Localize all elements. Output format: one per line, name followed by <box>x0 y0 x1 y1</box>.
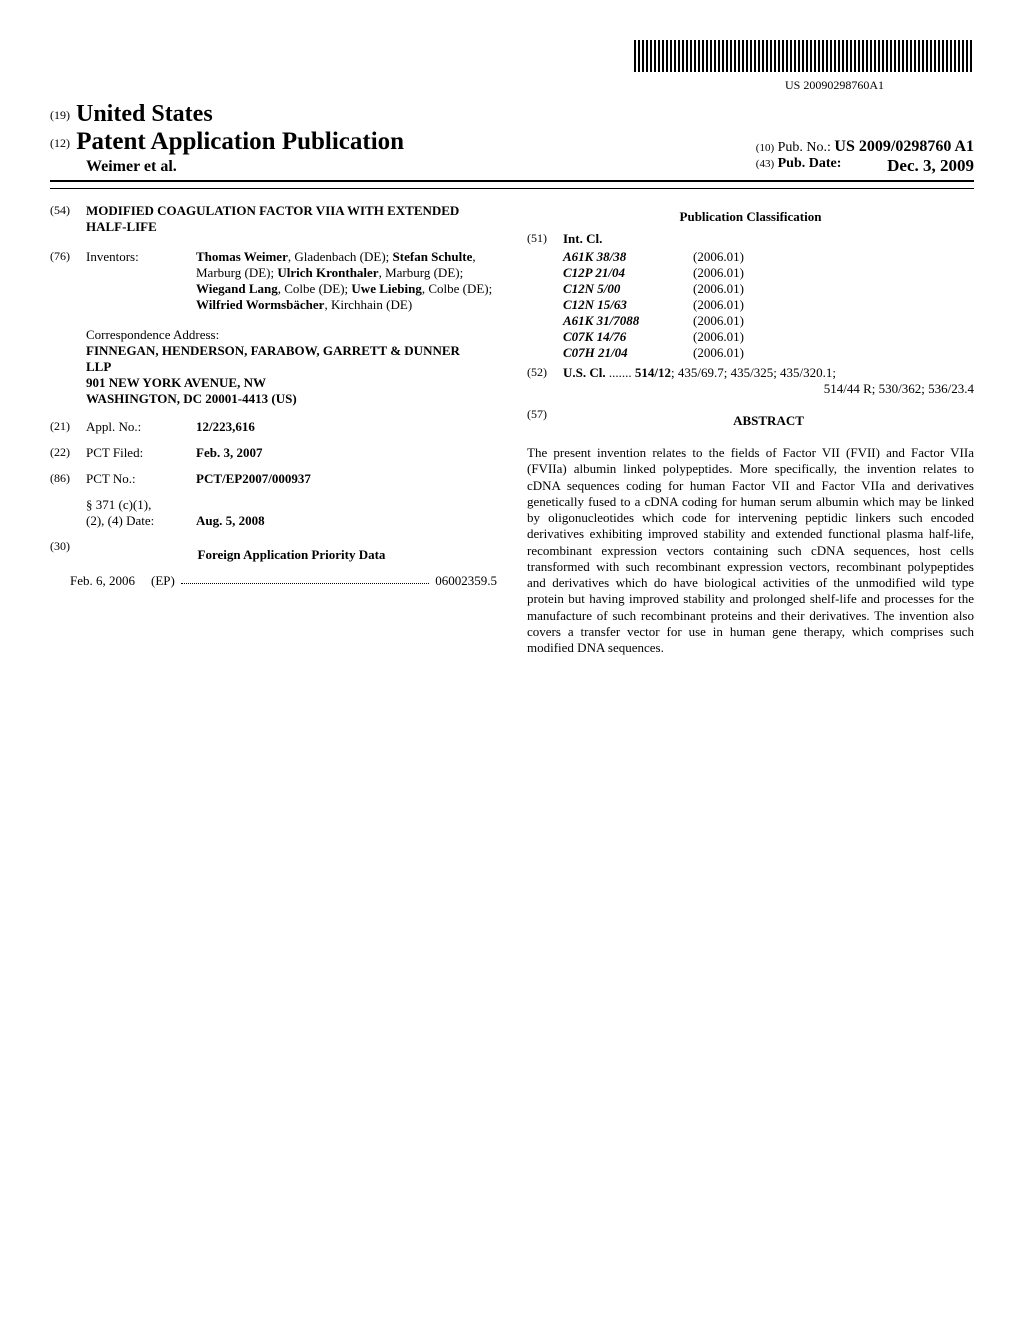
code-86: (86) <box>50 471 86 487</box>
invention-title: MODIFIED COAGULATION FACTOR VIIA WITH EX… <box>86 203 497 235</box>
intcl-class: A61K 38/38 <box>527 249 693 265</box>
intcl-year: (2006.01) <box>693 265 974 281</box>
divider <box>50 188 974 189</box>
code-19: (19) <box>50 108 70 122</box>
uscl-field: (52) U.S. Cl. ....... 514/12; 435/69.7; … <box>527 365 974 381</box>
code-57: (57) <box>527 407 563 435</box>
intcl-class: C12N 5/00 <box>527 281 693 297</box>
foreign-field: (30) Foreign Application Priority Data <box>50 539 497 563</box>
pctno-label: PCT No.: <box>86 471 196 487</box>
code-12: (12) <box>50 136 70 150</box>
intcl-row: C07K 14/76(2006.01) <box>527 329 974 345</box>
intcl-year: (2006.01) <box>693 345 974 361</box>
country-name: United States <box>76 101 213 127</box>
header-right: (10) Pub. No.: US 2009/0298760 A1 (43) P… <box>756 138 974 176</box>
header-row: (19) United States (12) Patent Applicati… <box>50 101 974 182</box>
s371-field: § 371 (c)(1), (2), (4) Date: Aug. 5, 200… <box>50 497 497 529</box>
code-54: (54) <box>50 203 86 235</box>
intcl-list: A61K 38/38(2006.01)C12P 21/04(2006.01)C1… <box>527 249 974 361</box>
pubdate-row: (43) Pub. Date: Dec. 3, 2009 <box>756 156 974 172</box>
priority-cc: (EP) <box>151 573 175 589</box>
applno: 12/223,616 <box>196 419 497 435</box>
pubno-label: Pub. No.: <box>778 140 831 155</box>
code-52: (52) <box>527 365 563 381</box>
pubno: US 2009/0298760 A1 <box>834 138 974 155</box>
s371-date: Aug. 5, 2008 <box>196 513 497 529</box>
intcl-class: C12N 15/63 <box>527 297 693 313</box>
inventors-list: Thomas Weimer, Gladenbach (DE); Stefan S… <box>196 249 497 313</box>
pctfiled-label: PCT Filed: <box>86 445 196 461</box>
inventors-label: Inventors: <box>86 249 196 313</box>
header-left: (19) United States (12) Patent Applicati… <box>50 101 756 176</box>
title-field: (54) MODIFIED COAGULATION FACTOR VIIA WI… <box>50 203 497 235</box>
columns: (54) MODIFIED COAGULATION FACTOR VIIA WI… <box>50 203 974 656</box>
intcl-class: A61K 31/7088 <box>527 313 693 329</box>
intcl-year: (2006.01) <box>693 329 974 345</box>
barcode-graphic <box>634 40 974 72</box>
pap-line: (12) Patent Application Publication <box>50 128 756 156</box>
intcl-field: (51) Int. Cl. <box>527 231 974 247</box>
intcl-class: C07K 14/76 <box>527 329 693 345</box>
code-76: (76) <box>50 249 86 313</box>
intcl-row: C12P 21/04(2006.01) <box>527 265 974 281</box>
code-10: (10) <box>756 142 774 154</box>
s371-label: § 371 (c)(1), (2), (4) Date: <box>86 497 196 529</box>
inventors-field: (76) Inventors: Thomas Weimer, Gladenbac… <box>50 249 497 313</box>
pctno-field: (86) PCT No.: PCT/EP2007/000937 <box>50 471 497 487</box>
uscl-line2: 514/44 R; 530/362; 536/23.4 <box>527 381 974 397</box>
correspondence-label: Correspondence Address: <box>86 327 497 343</box>
correspondence-address: FINNEGAN, HENDERSON, FARABOW, GARRETT & … <box>86 343 497 407</box>
code-22: (22) <box>50 445 86 461</box>
barcode-number: US 20090298760A1 <box>50 78 884 93</box>
foreign-title: Foreign Application Priority Data <box>86 547 497 563</box>
priority-dots <box>181 573 429 584</box>
code-21: (21) <box>50 419 86 435</box>
right-column: Publication Classification (51) Int. Cl.… <box>527 203 974 656</box>
priority-num: 06002359.5 <box>435 573 497 589</box>
intcl-row: C12N 5/00(2006.01) <box>527 281 974 297</box>
intcl-year: (2006.01) <box>693 297 974 313</box>
priority-date: Feb. 6, 2006 <box>70 573 135 589</box>
pubdate: Dec. 3, 2009 <box>887 156 974 176</box>
uscl-label: U.S. Cl. <box>563 365 606 380</box>
intcl-year: (2006.01) <box>693 281 974 297</box>
pctfiled: Feb. 3, 2007 <box>196 445 497 461</box>
authors-line: Weimer et al. <box>50 158 756 176</box>
pctfiled-field: (22) PCT Filed: Feb. 3, 2007 <box>50 445 497 461</box>
abstract-text: The present invention relates to the fie… <box>527 445 974 656</box>
pubdate-label: Pub. Date: <box>778 156 842 171</box>
intcl-row: A61K 31/7088(2006.01) <box>527 313 974 329</box>
intcl-year: (2006.01) <box>693 313 974 329</box>
applno-field: (21) Appl. No.: 12/223,616 <box>50 419 497 435</box>
s371-empty <box>50 497 86 529</box>
correspondence-block: Correspondence Address: FINNEGAN, HENDER… <box>86 327 497 407</box>
pubno-row: (10) Pub. No.: US 2009/0298760 A1 <box>756 138 974 156</box>
intcl-label: Int. Cl. <box>563 231 974 247</box>
intcl-row: C07H 21/04(2006.01) <box>527 345 974 361</box>
applno-label: Appl. No.: <box>86 419 196 435</box>
barcode-area: US 20090298760A1 <box>50 40 974 93</box>
left-column: (54) MODIFIED COAGULATION FACTOR VIIA WI… <box>50 203 497 656</box>
intcl-class: C07H 21/04 <box>527 345 693 361</box>
abstract-header: (57) ABSTRACT <box>527 407 974 435</box>
pubclass-title: Publication Classification <box>527 209 974 225</box>
pctno: PCT/EP2007/000937 <box>196 471 497 487</box>
code-51: (51) <box>527 231 563 247</box>
uscl-dots: ....... <box>609 365 635 380</box>
intcl-row: A61K 38/38(2006.01) <box>527 249 974 265</box>
uscl-line1: 514/12; 435/69.7; 435/325; 435/320.1; <box>635 365 836 380</box>
abstract-title: ABSTRACT <box>563 413 974 429</box>
code-30: (30) <box>50 539 86 563</box>
priority-row: Feb. 6, 2006 (EP) 06002359.5 <box>50 573 497 589</box>
uscl-value: U.S. Cl. ....... 514/12; 435/69.7; 435/3… <box>563 365 974 381</box>
intcl-class: C12P 21/04 <box>527 265 693 281</box>
code-43: (43) <box>756 158 774 170</box>
pap-title: Patent Application Publication <box>76 128 404 155</box>
intcl-year: (2006.01) <box>693 249 974 265</box>
country-line: (19) United States <box>50 101 756 128</box>
intcl-row: C12N 15/63(2006.01) <box>527 297 974 313</box>
